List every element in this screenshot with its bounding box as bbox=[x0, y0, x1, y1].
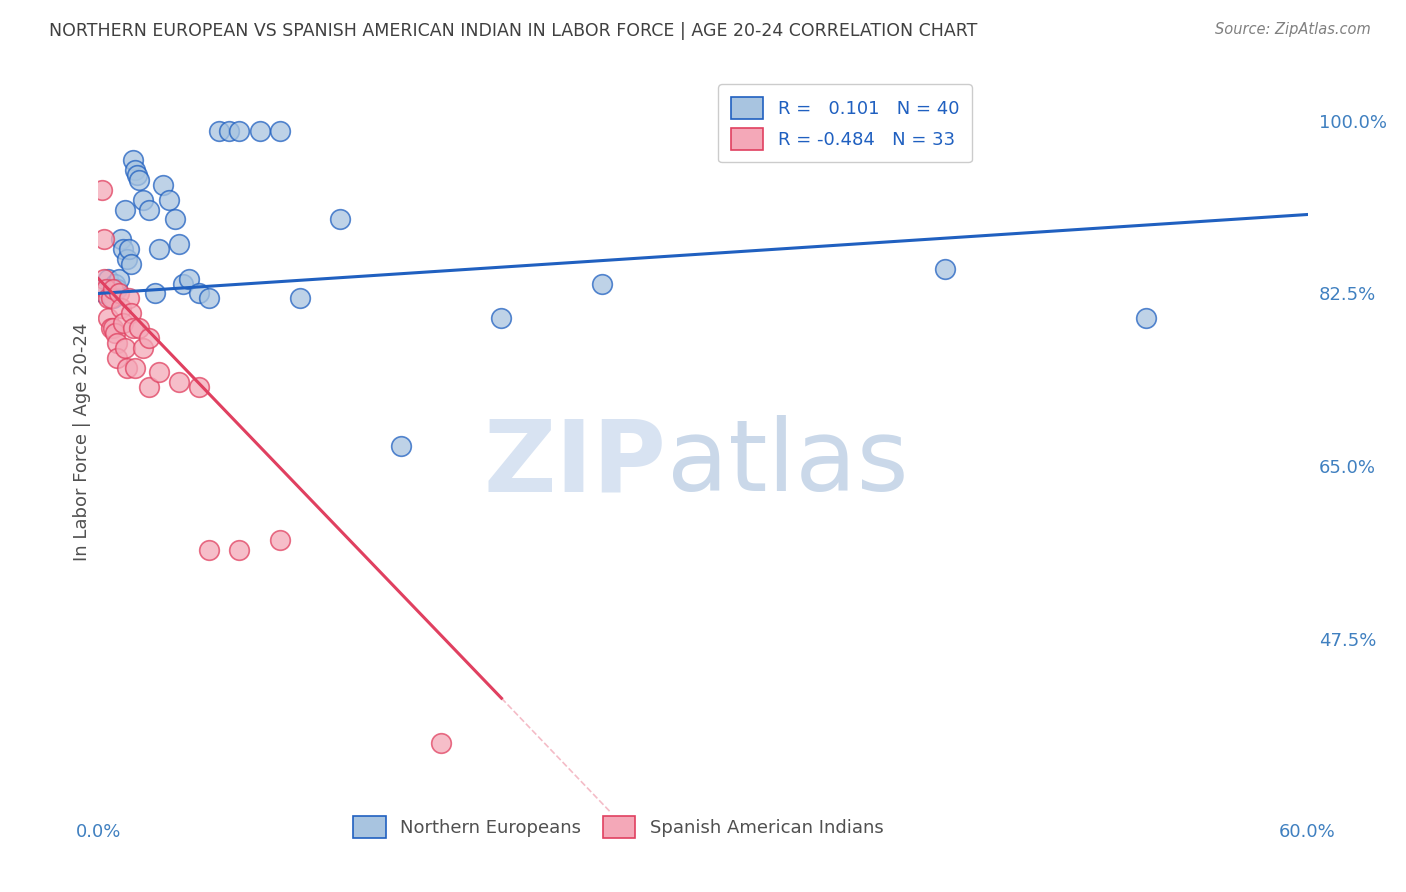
Point bbox=[329, 212, 352, 227]
Point bbox=[118, 292, 141, 306]
Point bbox=[228, 543, 250, 558]
Point bbox=[115, 360, 138, 375]
Point bbox=[179, 271, 201, 285]
Text: NORTHERN EUROPEAN VS SPANISH AMERICAN INDIAN IN LABOR FORCE | AGE 20-24 CORRELAT: NORTHERN EUROPEAN VS SPANISH AMERICAN IN… bbox=[49, 22, 977, 40]
Y-axis label: In Labor Force | Age 20-24: In Labor Force | Age 20-24 bbox=[73, 322, 91, 561]
Point bbox=[121, 321, 143, 335]
Point bbox=[114, 341, 136, 355]
Point bbox=[128, 173, 150, 187]
Point bbox=[228, 123, 250, 137]
Point bbox=[138, 331, 160, 345]
Point bbox=[105, 281, 128, 295]
Point bbox=[132, 193, 155, 207]
Point bbox=[100, 292, 122, 306]
Point bbox=[249, 123, 271, 137]
Point bbox=[93, 286, 115, 301]
Point bbox=[163, 212, 186, 227]
Point bbox=[148, 242, 170, 256]
Point bbox=[105, 351, 128, 365]
Point bbox=[167, 376, 190, 390]
Point bbox=[107, 286, 129, 301]
Point bbox=[103, 277, 125, 291]
Point bbox=[198, 292, 221, 306]
Point bbox=[148, 366, 170, 380]
Point bbox=[91, 183, 114, 197]
Point bbox=[93, 232, 115, 246]
Point bbox=[124, 360, 146, 375]
Point bbox=[208, 123, 231, 137]
Point bbox=[172, 277, 194, 291]
Point bbox=[138, 202, 160, 217]
Text: Source: ZipAtlas.com: Source: ZipAtlas.com bbox=[1215, 22, 1371, 37]
Point bbox=[110, 301, 132, 316]
Point bbox=[143, 286, 166, 301]
Point bbox=[101, 281, 124, 295]
Point bbox=[96, 281, 118, 295]
Point bbox=[111, 316, 134, 330]
Legend: Northern Europeans, Spanish American Indians: Northern Europeans, Spanish American Ind… bbox=[340, 804, 896, 851]
Point bbox=[288, 292, 311, 306]
Point bbox=[188, 380, 211, 394]
Point bbox=[430, 736, 453, 750]
Point bbox=[188, 286, 211, 301]
Point bbox=[269, 533, 291, 548]
Point bbox=[138, 380, 160, 394]
Point bbox=[97, 271, 120, 285]
Point bbox=[115, 252, 138, 266]
Point bbox=[107, 271, 129, 285]
Point bbox=[218, 123, 240, 137]
Point bbox=[120, 306, 142, 320]
Point bbox=[269, 123, 291, 137]
Point bbox=[167, 237, 190, 252]
Text: ZIP: ZIP bbox=[484, 416, 666, 512]
Point bbox=[101, 321, 124, 335]
Point bbox=[114, 202, 136, 217]
Point bbox=[157, 193, 180, 207]
Point bbox=[152, 178, 174, 192]
Point bbox=[491, 311, 513, 326]
Point bbox=[97, 292, 120, 306]
Point bbox=[934, 261, 956, 276]
Point bbox=[124, 163, 146, 178]
Point bbox=[1135, 311, 1157, 326]
Point bbox=[105, 335, 128, 350]
Point bbox=[389, 440, 412, 454]
Point bbox=[110, 232, 132, 246]
Point bbox=[121, 153, 143, 168]
Point bbox=[111, 242, 134, 256]
Point bbox=[93, 271, 115, 285]
Text: atlas: atlas bbox=[666, 416, 908, 512]
Point bbox=[132, 341, 155, 355]
Point bbox=[101, 292, 124, 306]
Point bbox=[591, 277, 613, 291]
Point bbox=[125, 168, 148, 182]
Point bbox=[103, 326, 125, 340]
Point bbox=[97, 311, 120, 326]
Point bbox=[198, 543, 221, 558]
Point bbox=[100, 321, 122, 335]
Point bbox=[128, 321, 150, 335]
Point bbox=[120, 257, 142, 271]
Point bbox=[118, 242, 141, 256]
